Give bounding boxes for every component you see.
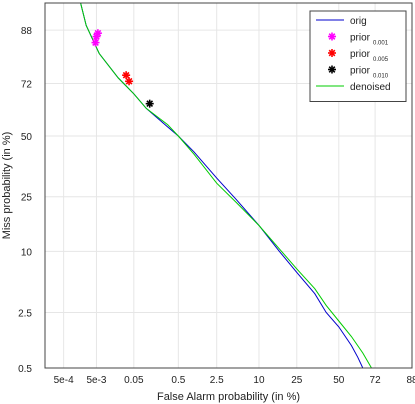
legend-label: prior 0.010 [350,66,389,80]
marker-prior-0.010 [145,99,154,108]
x-tick-label: 88 [406,375,415,386]
y-tick-label: 50 [21,132,33,143]
legend-entry: prior 0.001 [328,32,389,47]
x-tick-label: 10 [253,375,265,386]
x-tick-labels: 5e-4 5e-3 0.05 0.5 2.5 10 25 50 72 88 [54,375,415,386]
y-tick-label: 10 [21,247,33,258]
legend-label: orig [350,16,367,27]
legend-label: denoised [350,82,391,93]
prior-markers [91,29,154,108]
y-tick-label: 2.5 [18,309,32,320]
legend-marker [328,65,336,74]
y-tick-label: 25 [21,193,33,204]
legend: orig prior 0.001 prior 0.005 prior 0.010 denois… [309,10,407,102]
y-tick-label: 0.5 [18,364,32,375]
legend-entry: denoised [316,82,391,93]
legend-entry: prior 0.010 [328,65,389,80]
legend-label: prior 0.005 [350,49,389,63]
plot-frame [44,2,413,369]
y-tick-label: 88 [21,26,33,37]
x-tick-label: 5e-4 [54,375,74,386]
x-tick-label: 0.5 [171,375,185,386]
series-line-denoised [80,3,372,368]
legend-marker [328,49,336,57]
marker-prior-0.005 [125,77,134,86]
curves [80,3,372,368]
x-tick-label: 50 [333,375,345,386]
x-tick-label: 25 [291,375,303,386]
marker-prior-0.001 [91,38,100,47]
x-axis-label: False Alarm probability (in %) [157,391,300,403]
marker-prior-0.005 [122,71,131,80]
x-tick-label: 2.5 [210,375,224,386]
marker-prior-0.001 [93,29,102,38]
legend-entry: prior 0.005 [328,49,389,63]
legend-label: prior 0.001 [350,33,389,47]
x-tick-label: 0.05 [124,375,144,386]
x-tick-label: 5e-3 [86,375,106,386]
x-tick-label: 72 [370,375,382,386]
y-axis-label: Miss probability (in %) [1,132,13,240]
legend-entry: orig [316,16,367,27]
y-tick-labels: 0.5 2.5 10 25 50 72 88 [18,26,32,375]
legend-marker [328,32,336,41]
y-tick-label: 72 [21,79,33,90]
